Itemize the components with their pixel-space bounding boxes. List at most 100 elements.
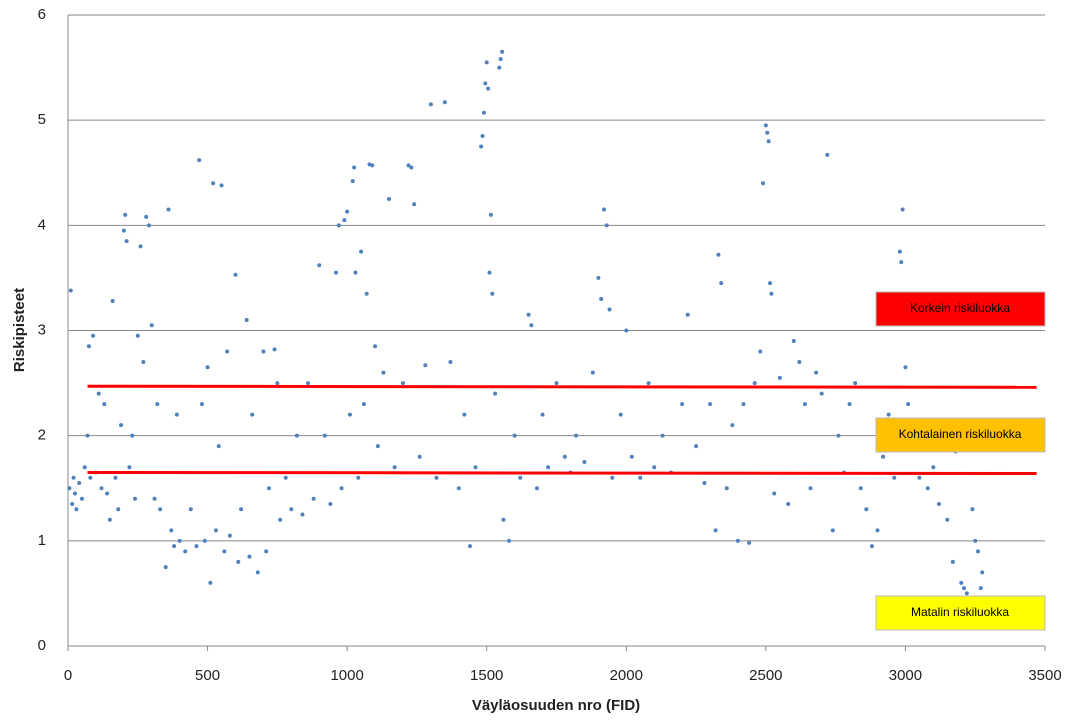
point	[638, 475, 643, 480]
point	[462, 412, 467, 417]
point	[945, 517, 950, 522]
y-tick-label: 6	[38, 6, 46, 23]
point	[356, 475, 361, 480]
point	[582, 459, 587, 464]
point	[102, 402, 107, 407]
point	[333, 270, 338, 275]
point	[266, 486, 271, 491]
x-tick-label: 1500	[470, 667, 503, 684]
point	[166, 207, 171, 212]
point	[964, 591, 969, 596]
point	[67, 486, 72, 491]
point	[169, 528, 174, 533]
point	[119, 423, 124, 428]
threshold-line	[87, 384, 1037, 389]
point	[479, 144, 484, 149]
point	[364, 291, 369, 296]
point	[423, 363, 428, 368]
point	[493, 391, 498, 396]
point	[484, 60, 489, 65]
point	[925, 486, 930, 491]
x-tick-label: 3500	[1028, 667, 1061, 684]
point	[244, 317, 249, 322]
legend-box	[875, 291, 1046, 327]
point	[289, 507, 294, 512]
point	[980, 570, 985, 575]
point	[959, 580, 964, 585]
point	[278, 517, 283, 522]
point	[412, 202, 417, 207]
point	[342, 218, 347, 223]
point	[82, 465, 87, 470]
point	[149, 323, 154, 328]
point	[529, 323, 534, 328]
point	[124, 239, 129, 244]
point	[596, 275, 601, 280]
point	[976, 549, 981, 554]
point	[353, 270, 358, 275]
point	[624, 328, 629, 333]
point	[500, 49, 505, 54]
point	[730, 423, 735, 428]
point	[275, 381, 280, 386]
point	[766, 139, 771, 144]
point	[917, 475, 922, 480]
point	[534, 486, 539, 491]
x-tick-label: 2500	[749, 667, 782, 684]
point	[216, 444, 221, 449]
point	[322, 433, 327, 438]
y-axis-title: Riskipisteet	[11, 288, 28, 372]
point	[480, 133, 485, 138]
point	[487, 270, 492, 275]
point	[869, 544, 874, 549]
point	[747, 540, 752, 545]
point	[562, 454, 567, 459]
point	[768, 281, 773, 286]
point	[875, 528, 880, 533]
point	[610, 475, 615, 480]
point	[381, 370, 386, 375]
point	[858, 486, 863, 491]
y-tick-label: 2	[38, 427, 46, 444]
point	[719, 281, 724, 286]
point	[456, 486, 461, 491]
point	[599, 296, 604, 301]
point	[802, 402, 807, 407]
point	[68, 288, 73, 293]
point	[219, 183, 224, 188]
point	[652, 465, 657, 470]
point	[825, 152, 830, 157]
point	[607, 307, 612, 312]
point	[197, 158, 202, 163]
point	[328, 502, 333, 507]
point	[183, 549, 188, 554]
point	[208, 580, 213, 585]
point	[152, 496, 157, 501]
point	[931, 465, 936, 470]
point	[786, 502, 791, 507]
point	[814, 370, 819, 375]
point	[417, 454, 422, 459]
point	[741, 402, 746, 407]
point	[155, 402, 160, 407]
point	[769, 291, 774, 296]
point	[233, 272, 238, 277]
point	[936, 502, 941, 507]
point	[300, 512, 305, 517]
point	[618, 412, 623, 417]
legend-label: Matalin riskiluokka	[911, 605, 1009, 619]
point	[352, 165, 357, 170]
point	[222, 549, 227, 554]
point	[897, 249, 902, 254]
point	[400, 381, 405, 386]
point	[116, 507, 121, 512]
point	[370, 163, 375, 168]
y-tick-label: 5	[38, 111, 46, 128]
point	[123, 212, 128, 217]
point	[497, 65, 502, 70]
point	[86, 344, 91, 349]
point	[144, 214, 149, 219]
point	[442, 100, 447, 105]
point	[91, 333, 96, 338]
